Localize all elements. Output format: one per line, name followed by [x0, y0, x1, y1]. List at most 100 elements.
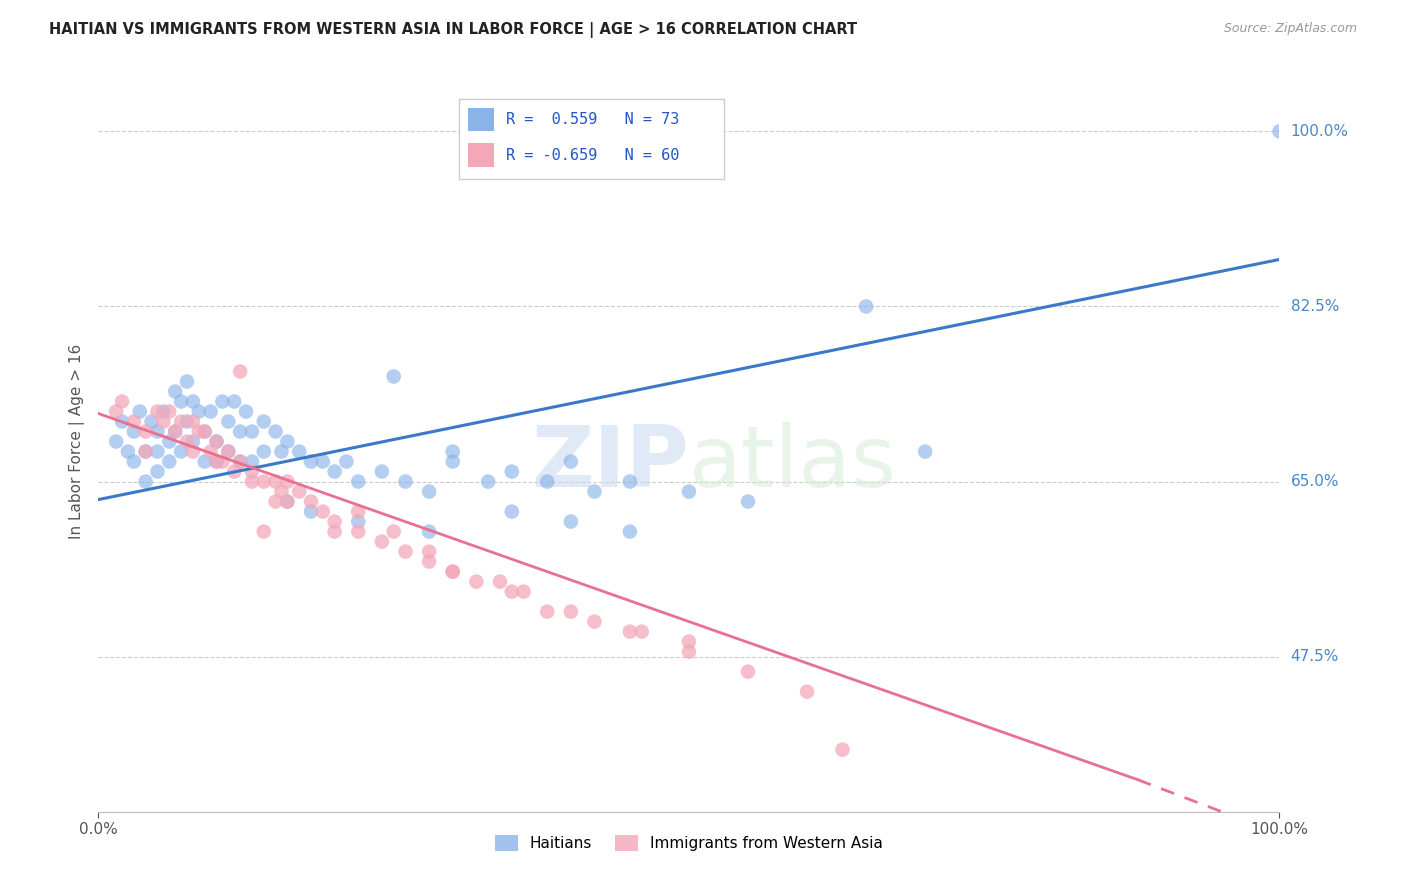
Point [128, 404, 150, 418]
Point [170, 415, 193, 429]
Point [441, 444, 464, 458]
Point [501, 584, 523, 599]
Point [501, 465, 523, 479]
Point [299, 505, 322, 519]
Point [678, 634, 700, 648]
Point [135, 444, 157, 458]
Y-axis label: In Labor Force | Age > 16: In Labor Force | Age > 16 [69, 344, 84, 539]
Point [831, 742, 853, 756]
Point [394, 544, 416, 558]
Point [194, 425, 217, 439]
Point [382, 369, 405, 384]
Point [165, 384, 187, 399]
Point [240, 425, 263, 439]
Point [347, 515, 370, 529]
Text: R = -0.659   N = 60: R = -0.659 N = 60 [506, 147, 679, 162]
Point [146, 444, 169, 458]
Point [583, 615, 606, 629]
Point [224, 394, 246, 409]
Point [583, 484, 606, 499]
Point [253, 524, 276, 539]
Point [229, 454, 252, 468]
Point [176, 415, 198, 429]
Point [205, 434, 228, 449]
Point [170, 444, 193, 458]
Point [122, 425, 145, 439]
Point [371, 534, 394, 549]
Point [200, 404, 222, 418]
Point [181, 394, 204, 409]
Point [536, 605, 558, 619]
Point [146, 465, 169, 479]
Text: 82.5%: 82.5% [1291, 299, 1339, 314]
Point [501, 505, 523, 519]
Point [276, 494, 298, 508]
Point [194, 425, 217, 439]
Point [211, 394, 233, 409]
Point [229, 425, 252, 439]
FancyBboxPatch shape [468, 108, 494, 131]
Point [135, 475, 157, 489]
Point [335, 454, 357, 468]
Point [229, 454, 252, 468]
Point [253, 475, 276, 489]
Point [678, 484, 700, 499]
Point [187, 404, 209, 418]
Point [347, 505, 370, 519]
Point [157, 434, 180, 449]
Point [299, 454, 322, 468]
Text: Source: ZipAtlas.com: Source: ZipAtlas.com [1223, 22, 1357, 36]
Point [855, 300, 877, 314]
FancyBboxPatch shape [458, 99, 724, 178]
Point [737, 665, 759, 679]
Text: HAITIAN VS IMMIGRANTS FROM WESTERN ASIA IN LABOR FORCE | AGE > 16 CORRELATION CH: HAITIAN VS IMMIGRANTS FROM WESTERN ASIA … [49, 22, 858, 38]
Point [323, 465, 346, 479]
Point [240, 465, 263, 479]
Point [288, 444, 311, 458]
Point [323, 524, 346, 539]
Point [187, 425, 209, 439]
Point [165, 425, 187, 439]
Point [560, 605, 582, 619]
Point [630, 624, 652, 639]
Point [312, 454, 335, 468]
Point [240, 454, 263, 468]
Point [347, 475, 370, 489]
Point [117, 444, 139, 458]
Point [235, 404, 257, 418]
FancyBboxPatch shape [468, 144, 494, 167]
Point [619, 624, 641, 639]
Text: 47.5%: 47.5% [1291, 649, 1339, 665]
Point [270, 444, 292, 458]
Point [253, 444, 276, 458]
Point [229, 364, 252, 378]
Point [135, 425, 157, 439]
Point [270, 484, 292, 499]
Point [135, 444, 157, 458]
Point [560, 454, 582, 468]
Point [288, 484, 311, 499]
Point [441, 565, 464, 579]
Point [264, 494, 287, 508]
Point [217, 415, 239, 429]
Point [276, 475, 298, 489]
Point [205, 454, 228, 468]
Text: atlas: atlas [689, 422, 897, 505]
Point [111, 415, 134, 429]
Point [418, 555, 440, 569]
Point [200, 444, 222, 458]
Point [211, 454, 233, 468]
Point [394, 475, 416, 489]
Point [1268, 124, 1291, 138]
Legend: Haitians, Immigrants from Western Asia: Haitians, Immigrants from Western Asia [489, 830, 889, 857]
Point [176, 434, 198, 449]
Point [489, 574, 512, 589]
Point [157, 404, 180, 418]
Point [347, 524, 370, 539]
Point [157, 454, 180, 468]
Point [477, 475, 499, 489]
Point [914, 444, 936, 458]
Point [170, 394, 193, 409]
Point [737, 494, 759, 508]
Point [418, 544, 440, 558]
